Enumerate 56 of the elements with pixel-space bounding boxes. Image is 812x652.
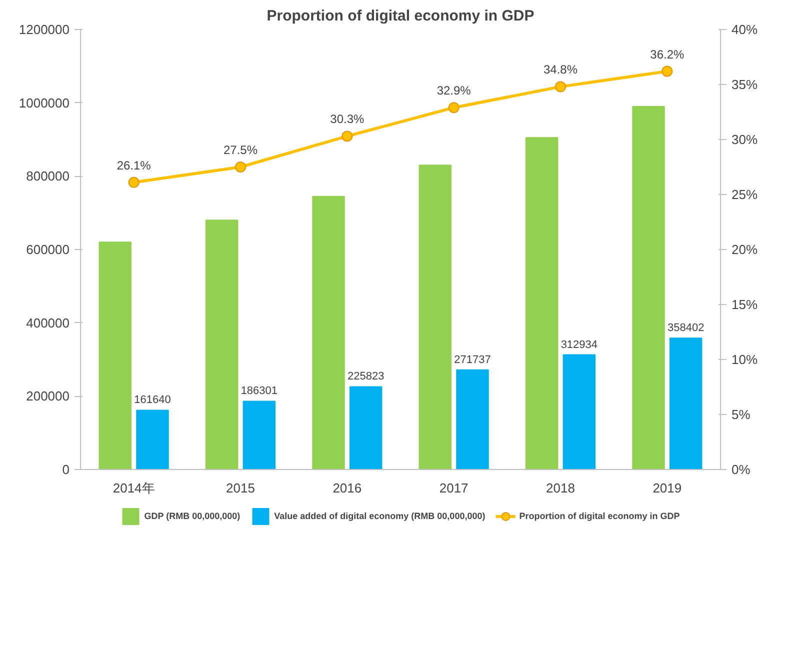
x-tick-label: 2019 xyxy=(652,480,682,496)
y2-tick-label: 25% xyxy=(732,187,758,202)
bar xyxy=(98,242,132,470)
bar xyxy=(349,386,382,470)
x-tick-label: 2015 xyxy=(226,480,255,496)
x-tick-label: 2016 xyxy=(332,480,362,496)
data-label: 271737 xyxy=(454,354,491,366)
bar xyxy=(562,354,596,470)
data-label: 358402 xyxy=(667,322,704,334)
bar xyxy=(205,220,238,470)
data-label: 225823 xyxy=(347,370,384,383)
y2-tick-label: 15% xyxy=(732,297,758,312)
y2-tick-label: 0% xyxy=(732,462,751,477)
x-tick-label: 2014年 xyxy=(112,480,155,496)
data-label: 34.8% xyxy=(543,62,578,77)
point xyxy=(448,102,460,114)
point xyxy=(662,66,673,77)
y2-tick-label: 5% xyxy=(732,407,751,422)
bar xyxy=(242,400,276,470)
legend-label: GDP (RMB 00,000,000) xyxy=(144,511,240,521)
y-tick-label: 400000 xyxy=(26,315,70,330)
y-tick-label: 1200000 xyxy=(18,22,70,37)
y-tick-label: 800000 xyxy=(26,168,70,184)
bar xyxy=(136,410,169,470)
x-tick-label: 2018 xyxy=(546,480,575,496)
point xyxy=(342,130,353,142)
bar xyxy=(312,196,345,470)
legend-label: Proportion of digital economy in GDP xyxy=(519,511,680,521)
point xyxy=(555,81,566,92)
data-label: 36.2% xyxy=(650,47,685,62)
point xyxy=(128,176,140,188)
bar xyxy=(669,338,702,470)
y-tick-label: 1000000 xyxy=(18,95,70,110)
data-label: 32.9% xyxy=(436,84,472,98)
bar xyxy=(632,106,665,470)
y-tick-label: 0 xyxy=(62,462,70,477)
y2-tick-label: 30% xyxy=(732,132,758,147)
data-label: 161640 xyxy=(134,394,171,406)
bar xyxy=(456,369,489,470)
data-label: 312934 xyxy=(560,338,598,351)
data-label: 186301 xyxy=(240,385,278,398)
bar xyxy=(418,164,452,470)
legend-label: Value added of digital economy (RMB 00,000,000) xyxy=(274,511,486,521)
bar xyxy=(525,137,558,470)
x-tick-label: 2017 xyxy=(439,480,468,496)
y-tick-label: 600000 xyxy=(26,242,70,257)
chart-title: Proportion of digital economy in GDP xyxy=(266,8,534,24)
y2-tick-label: 20% xyxy=(732,242,758,257)
y2-tick-label: 40% xyxy=(732,22,758,37)
y2-tick-label: 10% xyxy=(732,352,758,367)
data-label: 26.1% xyxy=(116,158,152,172)
point xyxy=(235,162,246,172)
data-label: 30.3% xyxy=(330,112,365,126)
y2-tick-label: 35% xyxy=(732,77,758,92)
y-tick-label: 200000 xyxy=(26,388,70,404)
data-label: 27.5% xyxy=(223,143,258,157)
